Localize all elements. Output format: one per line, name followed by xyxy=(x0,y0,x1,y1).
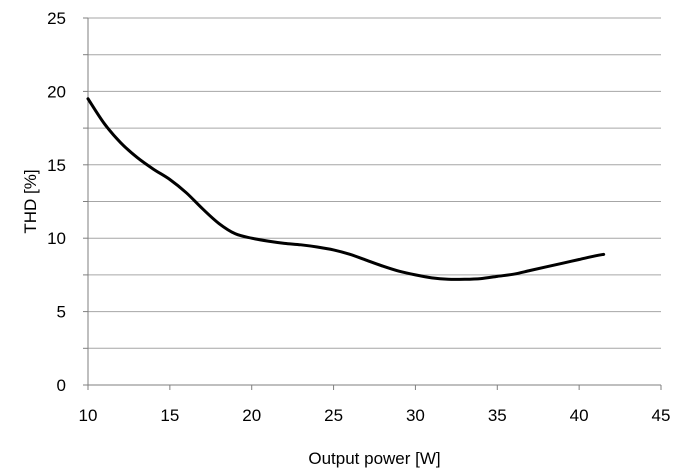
series-layer xyxy=(86,97,606,281)
x-tick-label: 35 xyxy=(488,406,507,425)
y-tick-label: 0 xyxy=(57,376,66,395)
x-tick-label: 10 xyxy=(79,406,98,425)
y-tick-label: 20 xyxy=(47,82,66,101)
y-tick-label: 25 xyxy=(47,9,66,28)
y-axis-title: THD [%] xyxy=(21,169,40,233)
gridlines xyxy=(88,17,661,349)
y-tick-label: 10 xyxy=(47,229,66,248)
x-tick-label: 45 xyxy=(652,406,671,425)
thd-series-line xyxy=(86,97,606,281)
x-tick-label: 25 xyxy=(324,406,343,425)
x-tick-label: 15 xyxy=(160,406,179,425)
x-axis-title: Output power [W] xyxy=(308,449,440,468)
y-tick-label: 15 xyxy=(47,156,66,175)
x-tick-label: 40 xyxy=(570,406,589,425)
y-tick-label: 5 xyxy=(57,303,66,322)
x-tick-label: 30 xyxy=(406,406,425,425)
axes xyxy=(83,17,662,390)
tick-labels: 0 5 10 15 20 25 10 15 20 25 30 35 40 45 xyxy=(47,9,670,425)
x-tick-label: 20 xyxy=(242,406,261,425)
